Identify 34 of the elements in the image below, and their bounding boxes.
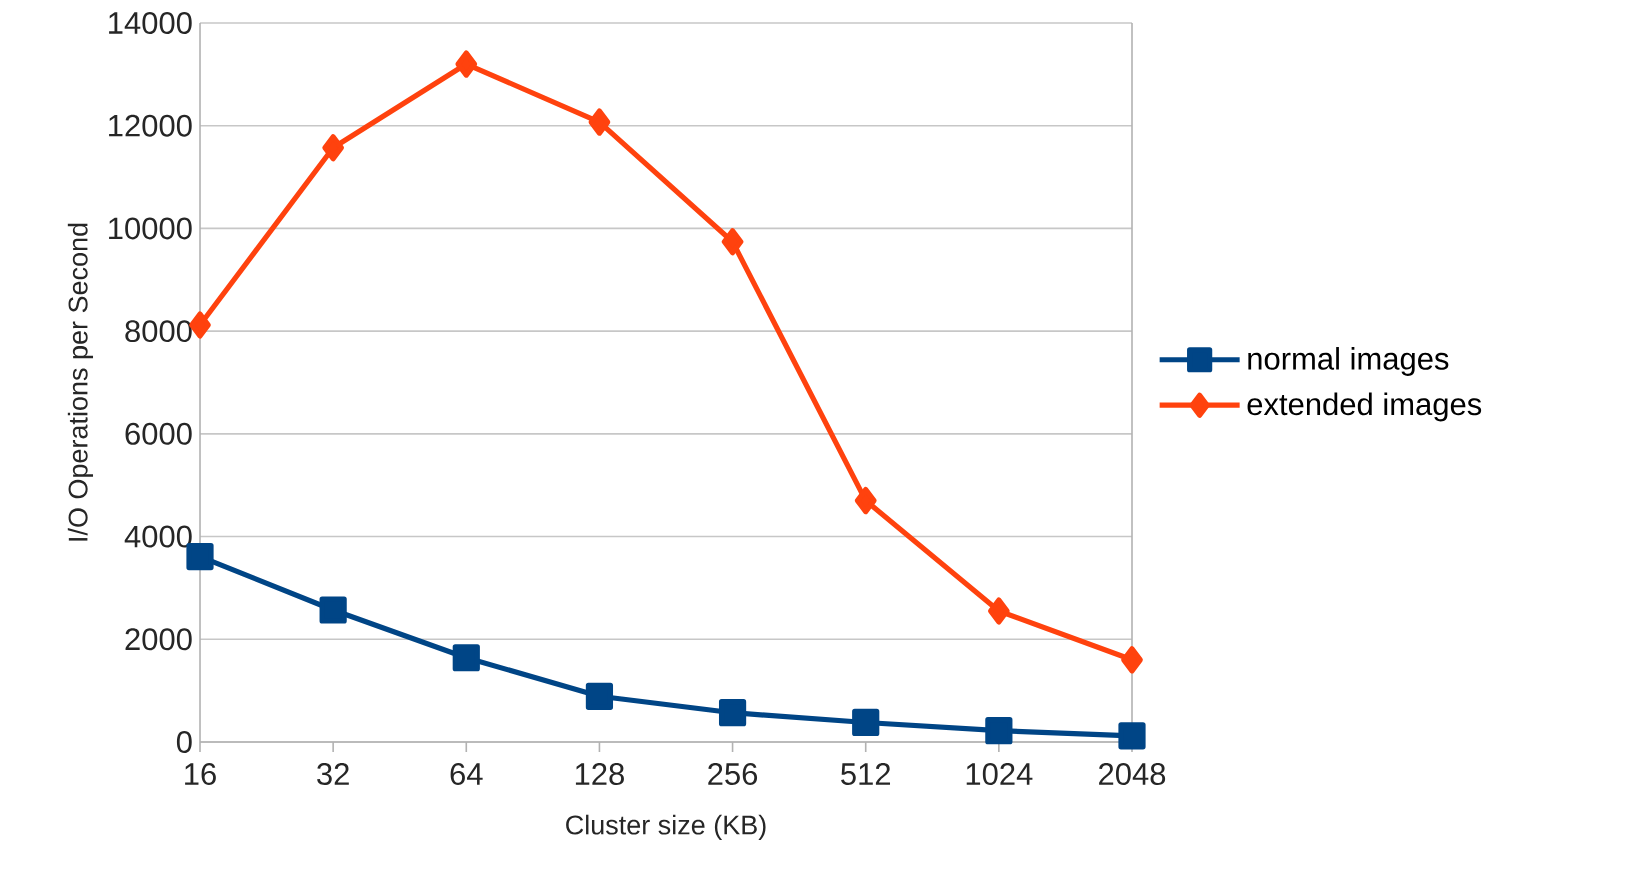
x-tick-label: 32 [317,763,349,786]
legend-label: extended images [1247,392,1482,422]
point [322,134,344,162]
x-tick-label: 64 [450,763,483,786]
point [1118,722,1146,750]
point [988,597,1010,625]
point [852,708,880,737]
point [588,108,611,136]
point [985,717,1013,745]
y-tick-label: 4000 [124,525,192,548]
x-axis-title: Cluster size (KB) [566,814,766,840]
point [455,50,478,78]
y-axis-title: I/O Operations per Second [67,223,94,541]
y-tick-label: 14000 [109,12,192,34]
y-tick-label: 8000 [125,320,192,343]
x-tick-label: 1024 [966,763,1033,786]
x-tick-label: 2048 [1099,763,1166,786]
point [718,699,747,727]
point [585,682,614,710]
x-tick-label: 16 [185,763,216,786]
point [319,596,347,624]
point [452,644,480,672]
x-tick-label: 256 [708,763,758,786]
y-tick-label: 2000 [125,628,192,651]
y-tick-label: 12000 [109,114,192,137]
x-tick-label: 128 [575,763,624,786]
x-tick-label: 512 [841,763,891,786]
y-tick-label: 6000 [125,422,192,445]
point [1121,646,1143,674]
legend-label: normal images [1248,347,1449,376]
y-tick-label: 10000 [109,217,192,240]
point [721,228,744,256]
y-tick-label: 0 [176,731,192,753]
point [854,487,877,515]
